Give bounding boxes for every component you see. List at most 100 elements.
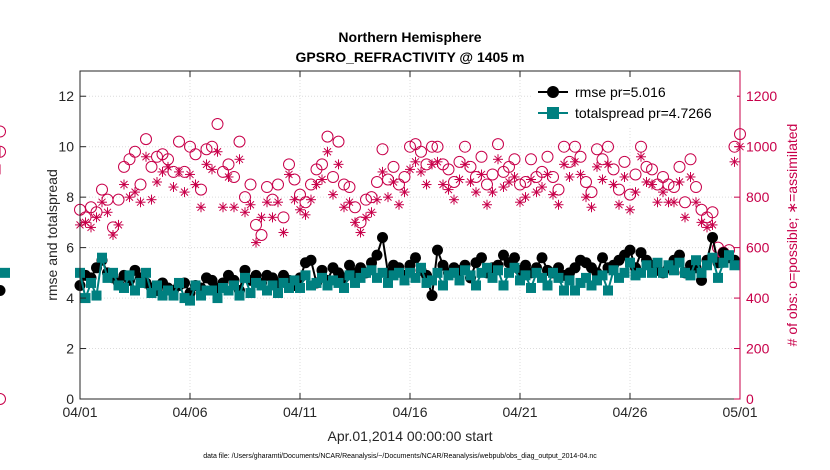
totalspread-point (564, 275, 575, 286)
assimilated-obs-marker (405, 164, 415, 175)
possible-obs-marker (673, 160, 686, 173)
assimilated-obs-marker (174, 166, 184, 177)
totalspread-point (652, 257, 663, 268)
totalspread-point (718, 257, 729, 268)
totalspread-point (190, 280, 201, 291)
x-tick-label: 04/21 (502, 404, 537, 420)
totalspread-point (119, 282, 129, 293)
possible-obs-marker (387, 160, 400, 173)
possible-obs-marker (684, 153, 697, 166)
possible-obs-marker (0, 393, 6, 405)
totalspread-point (658, 267, 668, 278)
assimilated-obs-marker (372, 194, 382, 205)
assimilated-obs-marker (300, 209, 311, 220)
rmse-point (344, 259, 355, 271)
assimilated-obs-marker (212, 146, 223, 157)
possible-obs-marker (629, 168, 642, 181)
possible-obs-marker (398, 170, 411, 183)
x-axis-label: Apr.01,2014 00:00:00 start (327, 428, 492, 444)
totalspread-point (372, 272, 382, 283)
totalspread-point (421, 277, 432, 288)
possible-obs-marker (613, 183, 625, 196)
rmse-point (476, 252, 487, 264)
legend-rmse-label: rmse pr=5.016 (575, 84, 666, 100)
possible-obs-marker (151, 150, 163, 163)
possible-obs-marker (200, 143, 213, 156)
possible-obs-marker (679, 196, 691, 209)
possible-obs-marker (189, 148, 202, 161)
assimilated-obs-marker (86, 222, 96, 233)
totalspread-point (729, 260, 740, 271)
assimilated-obs-marker (218, 202, 228, 213)
y-tick-label: 8 (66, 189, 74, 205)
totalspread-point (702, 260, 712, 271)
rmse-point (597, 252, 608, 264)
possible-obs-marker (195, 183, 207, 196)
assimilated-obs-marker (570, 156, 580, 167)
x-tick-label: 04/16 (392, 404, 427, 420)
y2-tick-label: 200 (746, 341, 770, 357)
x-tick-label: 04/11 (283, 404, 317, 420)
possible-obs-marker (514, 178, 526, 191)
assimilated-obs-marker (597, 174, 608, 185)
rmse-point (377, 232, 388, 244)
assimilated-obs-marker (229, 202, 239, 213)
possible-obs-marker (321, 130, 334, 143)
rmse-point (635, 247, 647, 259)
y-tick-label: 12 (58, 88, 74, 104)
assimilated-obs-marker (394, 199, 404, 210)
assimilated-obs-marker (410, 156, 421, 167)
possible-obs-marker (431, 140, 444, 153)
assimilated-obs-marker (311, 179, 322, 190)
assimilated-obs-marker (245, 199, 256, 210)
assimilated-obs-marker (641, 177, 652, 188)
possible-obs-marker (442, 163, 455, 176)
totalspread-point (625, 257, 635, 268)
possible-obs-marker (250, 218, 262, 231)
possible-obs-marker (404, 140, 416, 153)
possible-obs-marker (338, 178, 350, 191)
totalspread-point (207, 285, 217, 296)
totalspread-point (680, 267, 690, 278)
possible-obs-marker (222, 158, 235, 171)
possible-obs-marker (486, 168, 499, 181)
totalspread-point (443, 270, 454, 281)
totalspread-point (0, 267, 10, 278)
assimilated-obs-marker (322, 146, 333, 157)
assimilated-obs-marker (289, 194, 300, 205)
assimilated-obs-marker (207, 164, 217, 175)
possible-obs-marker (618, 155, 631, 168)
possible-obs-marker (415, 145, 427, 158)
rmse-point (206, 274, 218, 286)
y2-tick-label: 400 (746, 290, 770, 306)
totalspread-point (476, 267, 487, 278)
possible-obs-marker (541, 150, 554, 163)
totalspread-point (592, 275, 602, 286)
totalspread-point (394, 267, 404, 278)
assimilated-obs-marker (179, 187, 190, 198)
assimilated-obs-marker (306, 194, 316, 205)
assimilated-obs-marker (152, 177, 162, 188)
possible-obs-marker (332, 135, 345, 148)
plot-area (0, 117, 746, 405)
legend-spread-label: totalspread pr=4.7266 (575, 105, 712, 121)
totalspread-point (201, 285, 212, 296)
totalspread-point (575, 277, 586, 288)
possible-obs-marker (371, 176, 383, 189)
assimilated-obs-marker (240, 207, 250, 218)
totalspread-point (168, 290, 179, 301)
totalspread-point (713, 272, 723, 283)
assimilated-obs-marker (234, 154, 245, 165)
totalspread-point (438, 280, 448, 291)
possible-obs-marker (706, 206, 719, 219)
totalspread-point (278, 277, 289, 288)
possible-obs-marker (112, 193, 125, 206)
assimilated-obs-marker (416, 166, 426, 177)
totalspread-point (141, 267, 151, 278)
footnote: data file: /Users/gharamti/Documents/NCA… (203, 453, 597, 460)
possible-obs-marker (481, 178, 493, 191)
possible-obs-marker (327, 170, 339, 183)
totalspread-point (152, 280, 162, 291)
assimilated-obs-marker (141, 151, 151, 162)
y2-tick-label: 1000 (746, 139, 777, 155)
